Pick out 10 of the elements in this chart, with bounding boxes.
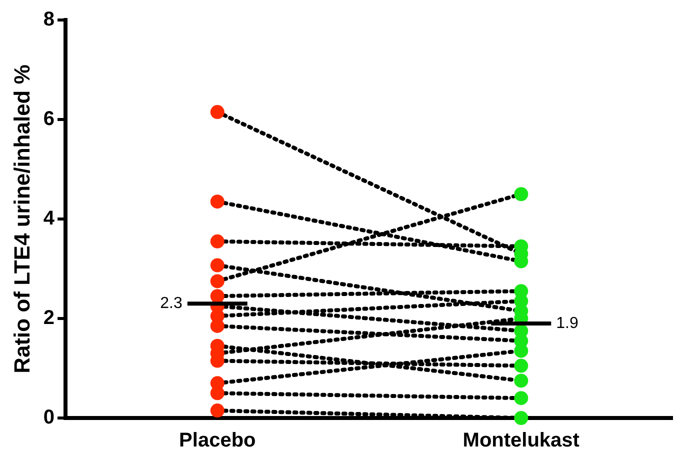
- x-tick-label: Montelukast: [462, 430, 580, 452]
- y-axis-title: Ratio of LTE4 urine/inhaled %: [9, 64, 34, 374]
- y-tick-label: 2: [43, 307, 55, 330]
- y-tick-label: 8: [43, 8, 55, 31]
- x-tick-label: Placebo: [179, 430, 256, 452]
- annotation: 2.3: [160, 294, 182, 312]
- y-tick-label: 0: [43, 406, 55, 429]
- y-tick-label: 6: [43, 108, 55, 130]
- y-tick-label: 4: [43, 208, 56, 230]
- annotation: 1.9: [556, 314, 578, 332]
